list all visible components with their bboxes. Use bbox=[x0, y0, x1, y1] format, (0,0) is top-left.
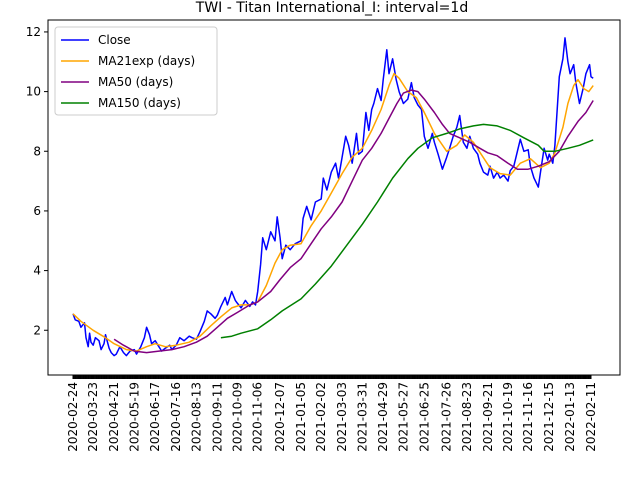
x-tick-label: 2020-05-19 bbox=[127, 382, 141, 452]
x-tick-label: 2021-09-21 bbox=[481, 382, 495, 452]
x-tick-label: 2020-07-16 bbox=[169, 382, 183, 452]
series-line-ma150-days bbox=[220, 123, 594, 339]
x-tick-label: 2021-04-29 bbox=[376, 382, 390, 452]
x-tick-label: 2020-10-09 bbox=[230, 382, 244, 452]
x-tick-label: 2020-03-23 bbox=[86, 382, 100, 452]
x-tick-label: 2020-02-24 bbox=[66, 382, 80, 452]
legend-box bbox=[54, 26, 218, 116]
chart-title: TWI - Titan International_I: interval=1d bbox=[195, 0, 468, 16]
x-tick-label: 2021-06-25 bbox=[417, 382, 431, 452]
series-line-ma21exp-days bbox=[72, 72, 594, 352]
legend-label: MA21exp (days) bbox=[98, 54, 195, 68]
x-tick-label: 2021-02-02 bbox=[314, 382, 328, 452]
x-tick-label: 2022-02-11 bbox=[584, 382, 598, 452]
x-tick-label: 2020-09-11 bbox=[210, 382, 224, 452]
y-tick-label: 2 bbox=[33, 323, 41, 337]
x-tick-label: 2021-05-27 bbox=[396, 382, 410, 452]
x-tick-label: 2020-04-21 bbox=[107, 382, 121, 452]
legend-label: MA50 (days) bbox=[98, 75, 173, 89]
x-axis: 2020-02-24 2020-03-23 2020-04-21 2020-05-19… bbox=[66, 375, 598, 452]
legend-label: MA150 (days) bbox=[98, 96, 181, 110]
y-tick-label: 8 bbox=[33, 144, 41, 158]
y-tick-label: 10 bbox=[26, 85, 41, 99]
x-tick-label: 2021-11-16 bbox=[521, 382, 535, 452]
x-tick-label: 2021-10-19 bbox=[501, 382, 515, 452]
x-tick-label: 2021-03-03 bbox=[335, 382, 349, 452]
series-line-ma50-days bbox=[113, 89, 594, 354]
y-axis: 2 4 6 8 10 12 bbox=[26, 25, 48, 337]
legend-label: Close bbox=[98, 33, 131, 47]
x-tick-label: 2021-08-23 bbox=[460, 382, 474, 452]
y-tick-label: 12 bbox=[26, 25, 41, 39]
x-tick-label: 2020-06-17 bbox=[148, 382, 162, 452]
legend: Close MA21exp (days) MA50 (days) MA150 (day… bbox=[54, 26, 218, 116]
x-tick-label: 2022-01-13 bbox=[563, 382, 577, 452]
x-tick-label: 2020-08-13 bbox=[189, 382, 203, 452]
x-tick-label: 2021-01-05 bbox=[294, 382, 308, 452]
x-tick-label: 2020-12-07 bbox=[273, 382, 287, 452]
x-tick-label: 2021-07-26 bbox=[440, 382, 454, 452]
plot-area-frame bbox=[47, 19, 621, 376]
x-tick-label: 2021-12-15 bbox=[542, 382, 556, 452]
x-tick-label: 2021-03-31 bbox=[355, 382, 369, 452]
series-layer bbox=[72, 37, 594, 357]
y-tick-label: 6 bbox=[33, 204, 41, 218]
x-tick-label: 2020-11-06 bbox=[251, 382, 265, 452]
y-tick-label: 4 bbox=[33, 264, 41, 278]
series-line-close bbox=[72, 37, 594, 357]
